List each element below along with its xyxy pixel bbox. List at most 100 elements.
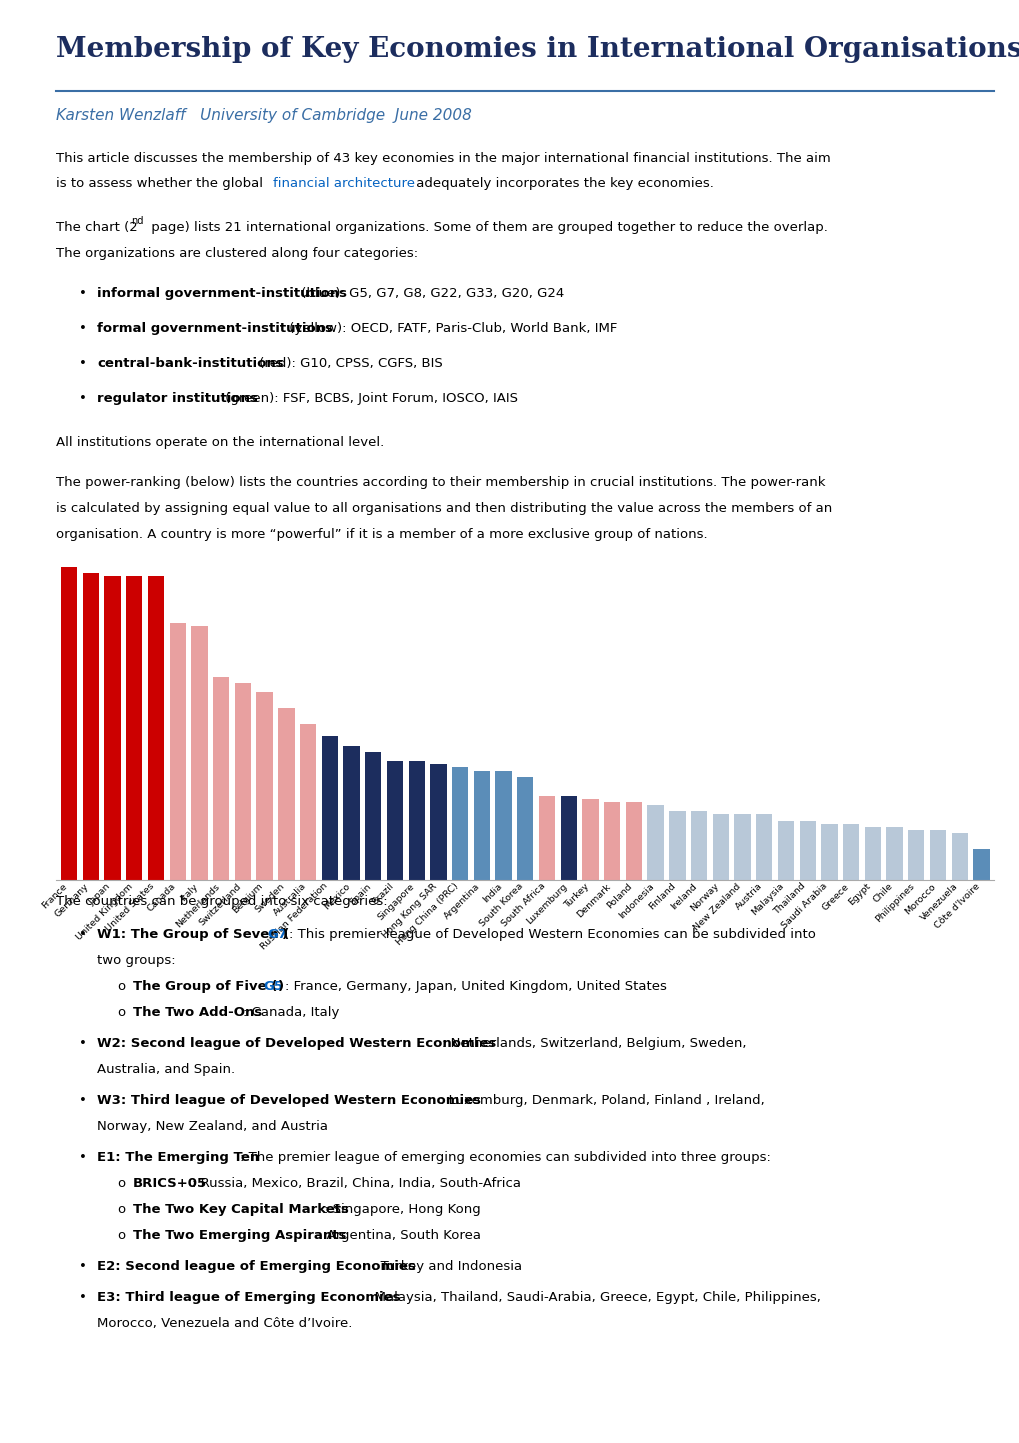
Bar [820, 824, 837, 880]
Text: : Canada, Italy: : Canada, Italy [243, 1006, 338, 1019]
Text: W1: The Group of Seven (: W1: The Group of Seven ( [97, 928, 289, 941]
Bar [256, 693, 272, 880]
Text: adequately incorporates the key economies.: adequately incorporates the key economie… [412, 177, 713, 190]
Text: •: • [78, 1094, 87, 1107]
Text: This article discusses the membership of 43 key economies in the major internati: This article discusses the membership of… [56, 152, 830, 165]
Bar [234, 683, 251, 880]
Text: The organizations are clustered along four categories:: The organizations are clustered along fo… [56, 247, 418, 260]
Bar [148, 576, 164, 880]
Text: Karsten Wenzlaff   University of Cambridge  June 2008: Karsten Wenzlaff University of Cambridge… [56, 108, 472, 123]
Bar [517, 776, 533, 880]
Bar [777, 821, 794, 880]
Text: (yellow): OECD, FATF, Paris-Club, World Bank, IMF: (yellow): OECD, FATF, Paris-Club, World … [284, 322, 616, 335]
Text: E3: Third league of Emerging Economies: E3: Third league of Emerging Economies [97, 1291, 400, 1304]
Text: (red): G10, CPSS, CGFS, BIS: (red): G10, CPSS, CGFS, BIS [255, 358, 442, 371]
Bar [213, 677, 229, 880]
Bar [61, 567, 77, 880]
Text: informal government-institutions: informal government-institutions [97, 287, 346, 300]
Text: Australia, and Spain.: Australia, and Spain. [97, 1063, 234, 1076]
Bar [538, 795, 554, 880]
Text: central-bank-institutions: central-bank-institutions [97, 358, 283, 371]
Text: (blue): G5, G7, G8, G22, G33, G20, G24: (blue): G5, G7, G8, G22, G33, G20, G24 [297, 287, 564, 300]
Text: : Netherlands, Switzerland, Belgium, Sweden,: : Netherlands, Switzerland, Belgium, Swe… [441, 1038, 746, 1051]
Text: •: • [78, 1038, 87, 1051]
Bar [451, 768, 468, 880]
Text: Norway, New Zealand, and Austria: Norway, New Zealand, and Austria [97, 1120, 327, 1133]
Text: G5: G5 [263, 980, 283, 993]
Bar [755, 814, 771, 880]
Bar [192, 626, 208, 880]
Bar [430, 765, 446, 880]
Text: •: • [78, 1260, 87, 1273]
Bar [647, 805, 663, 880]
Text: •: • [78, 358, 87, 371]
Bar [625, 802, 641, 880]
Text: o: o [117, 1177, 125, 1190]
Text: All institutions operate on the international level.: All institutions operate on the internat… [56, 436, 384, 449]
Text: : Luxemburg, Denmark, Poland, Finland , Ireland,: : Luxemburg, Denmark, Poland, Finland , … [439, 1094, 763, 1107]
Text: two groups:: two groups: [97, 954, 175, 967]
Text: : Russia, Mexico, Brazil, China, India, South-Africa: : Russia, Mexico, Brazil, China, India, … [192, 1177, 521, 1190]
Bar [712, 814, 729, 880]
Bar [104, 576, 120, 880]
Text: E2: Second league of Emerging Economies: E2: Second league of Emerging Economies [97, 1260, 416, 1273]
Bar [951, 833, 967, 880]
Text: page) lists 21 international organizations. Some of them are grouped together to: page) lists 21 international organizatio… [148, 221, 827, 234]
Text: organisation. A country is more “powerful” if it is a member of a more exclusive: organisation. A country is more “powerfu… [56, 528, 707, 541]
Text: •: • [78, 1291, 87, 1304]
Text: BRICS+05: BRICS+05 [132, 1177, 207, 1190]
Text: is calculated by assigning equal value to all organisations and then distributin: is calculated by assigning equal value t… [56, 502, 832, 515]
Bar [126, 576, 143, 880]
Text: E1: The Emerging Ten: E1: The Emerging Ten [97, 1152, 259, 1165]
Text: : Malaysia, Thailand, Saudi-Arabia, Greece, Egypt, Chile, Philippines,: : Malaysia, Thailand, Saudi-Arabia, Gree… [366, 1291, 820, 1304]
Bar [278, 709, 294, 880]
Bar [560, 795, 577, 880]
Text: The countries can be grouped into six categories:: The countries can be grouped into six ca… [56, 895, 387, 908]
Text: •: • [78, 287, 87, 300]
Bar [321, 736, 337, 880]
Text: Membership of Key Economies in International Organisations: Membership of Key Economies in Internati… [56, 36, 1019, 63]
Text: o: o [117, 1006, 125, 1019]
Bar [495, 771, 512, 880]
Bar [929, 830, 946, 880]
Bar [343, 746, 360, 880]
Text: formal government-institutions: formal government-institutions [97, 322, 332, 335]
Text: Morocco, Venezuela and Côte d’Ivoire.: Morocco, Venezuela and Côte d’Ivoire. [97, 1317, 352, 1330]
Text: G7: G7 [267, 928, 287, 941]
Text: o: o [117, 1203, 125, 1216]
Text: nd: nd [131, 216, 144, 227]
Text: o: o [117, 980, 125, 993]
Text: financial architecture: financial architecture [273, 177, 415, 190]
Bar [907, 830, 923, 880]
Text: : France, Germany, Japan, United Kingdom, United States: : France, Germany, Japan, United Kingdom… [284, 980, 665, 993]
Text: The Two Key Capital Markets: The Two Key Capital Markets [132, 1203, 348, 1216]
Bar [864, 827, 880, 880]
Text: W2: Second league of Developed Western Economies: W2: Second league of Developed Western E… [97, 1038, 495, 1051]
Bar [300, 723, 316, 880]
Text: The Two Add-Ons: The Two Add-Ons [132, 1006, 262, 1019]
Bar [582, 799, 598, 880]
Text: •: • [78, 1152, 87, 1165]
Bar [83, 573, 99, 880]
Bar [734, 814, 750, 880]
Bar [473, 771, 489, 880]
Text: The Two Emerging Aspirants: The Two Emerging Aspirants [132, 1229, 345, 1242]
Text: •: • [78, 322, 87, 335]
Bar [799, 821, 815, 880]
Bar [972, 848, 988, 880]
Text: : Argentina, South Korea: : Argentina, South Korea [318, 1229, 481, 1242]
Text: ): ) [277, 980, 283, 993]
Text: regulator institutions: regulator institutions [97, 392, 258, 405]
Bar [603, 802, 620, 880]
Bar [409, 762, 425, 880]
Text: : This premier league of Developed Western Economies can be subdivided into: : This premier league of Developed Weste… [288, 928, 815, 941]
Text: •: • [78, 928, 87, 941]
Text: : Singapore, Hong Kong: : Singapore, Hong Kong [324, 1203, 481, 1216]
Text: : The premier league of emerging economies can subdivided into three groups:: : The premier league of emerging economi… [239, 1152, 769, 1165]
Text: W3: Third league of Developed Western Economies: W3: Third league of Developed Western Ec… [97, 1094, 480, 1107]
Text: (green): FSF, BCBS, Joint Forum, IOSCO, IAIS: (green): FSF, BCBS, Joint Forum, IOSCO, … [221, 392, 518, 405]
Text: is to assess whether the global: is to assess whether the global [56, 177, 267, 190]
Bar [365, 752, 381, 880]
Bar [842, 824, 858, 880]
Text: o: o [117, 1229, 125, 1242]
